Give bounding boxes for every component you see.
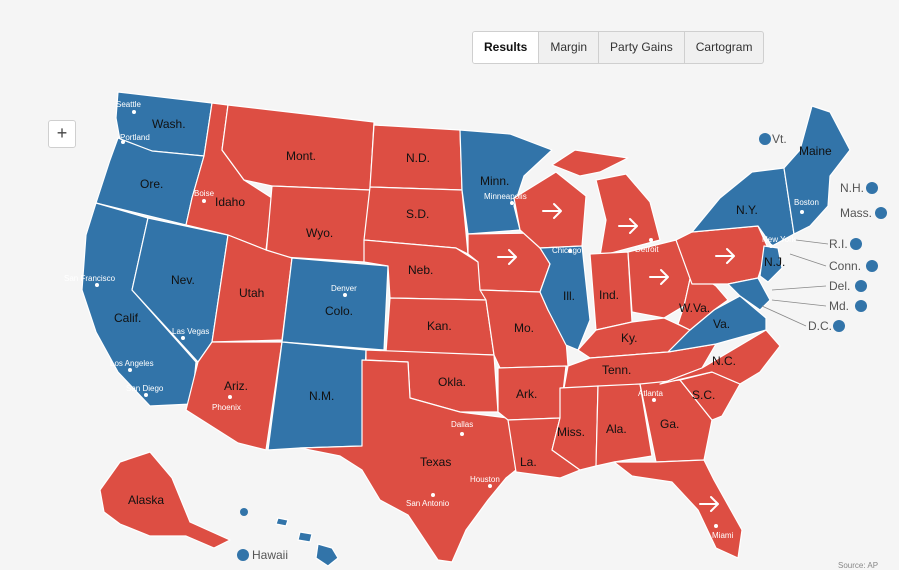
city-label-new-york: New York	[762, 235, 797, 244]
state-label-va: Va.	[713, 317, 730, 331]
state-label-nm: N.M.	[309, 389, 334, 403]
state-label-nd: N.D.	[406, 151, 430, 165]
state-label-ind: Ind.	[599, 288, 619, 302]
outside-label-del: Del.	[829, 279, 850, 293]
state-label-nc: N.C.	[712, 354, 736, 368]
state-label-minn: Minn.	[480, 174, 509, 188]
state-label-mo: Mo.	[514, 321, 534, 335]
state-texas[interactable]	[299, 359, 517, 563]
city-label-las-vegas: Las Vegas	[172, 327, 209, 336]
outside-label-conn: Conn.	[829, 259, 861, 273]
state-label-ill: Ill.	[563, 289, 575, 303]
city-label-boise: Boise	[194, 189, 215, 198]
tab-margin[interactable]: Margin	[539, 32, 600, 63]
state-label-sd: S.D.	[406, 207, 429, 221]
state-south-dakota[interactable]	[363, 186, 469, 255]
outside-label-hawaii: Hawaii	[252, 548, 288, 562]
state-florida[interactable]	[613, 459, 743, 559]
outside-label-mass: Mass.	[840, 206, 872, 220]
city-label-boston: Boston	[794, 198, 819, 207]
outside-label-nh: N.H.	[840, 181, 864, 195]
state-label-texas: Texas	[420, 455, 451, 469]
source-note: Source: AP	[838, 561, 879, 570]
state-arizona[interactable]	[185, 341, 283, 451]
state-label-la: La.	[520, 455, 537, 469]
state-label-ark: Ark.	[516, 387, 537, 401]
state-minnesota[interactable]	[459, 129, 553, 235]
state-label-kan: Kan.	[427, 319, 452, 333]
city-label-detroit: Detroit	[635, 245, 659, 254]
map-view-tabs: Results Margin Party Gains Cartogram	[472, 31, 765, 64]
outside-label-md: Md.	[829, 299, 849, 313]
tab-results[interactable]: Results	[473, 32, 540, 63]
city-label-portland: Portland	[120, 133, 150, 142]
state-label-ga: Ga.	[660, 417, 679, 431]
state-alabama[interactable]	[595, 383, 653, 467]
city-label-los-angeles: Los Angeles	[110, 359, 154, 368]
state-hawaii-big[interactable]	[315, 543, 339, 567]
city-dots	[95, 110, 804, 528]
state-label-ariz: Ariz.	[224, 379, 248, 393]
city-label-san-antonio: San Antonio	[406, 499, 450, 508]
city-label-san-diego: San Diego	[126, 384, 164, 393]
state-label-alaska: Alaska	[128, 493, 164, 507]
zoom-in-button[interactable]: +	[48, 120, 76, 148]
state-label-utah: Utah	[239, 286, 264, 300]
city-label-phoenix: Phoenix	[212, 403, 241, 412]
state-illinois[interactable]	[539, 245, 591, 351]
small-state-dots	[237, 133, 887, 561]
outside-label-ri: R.I.	[829, 237, 848, 251]
state-hawaii-kauai[interactable]	[240, 508, 248, 516]
city-label-chicago: Chicago	[552, 246, 582, 255]
state-north-carolina[interactable]	[659, 329, 781, 385]
state-label-ala: Ala.	[606, 422, 627, 436]
state-label-ore: Ore.	[140, 177, 163, 191]
state-label-colo: Colo.	[325, 304, 353, 318]
state-hawaii-maui[interactable]	[297, 531, 313, 543]
state-michigan-up[interactable]	[551, 149, 629, 177]
state-wyoming[interactable]	[265, 185, 371, 263]
state-alaska[interactable]	[99, 451, 231, 549]
tab-cartogram[interactable]: Cartogram	[695, 40, 753, 54]
leader-lines	[761, 239, 829, 327]
tab-party-gains[interactable]: Party Gains	[599, 32, 685, 63]
state-label-miss: Miss.	[557, 425, 585, 439]
state-michigan[interactable]	[595, 173, 661, 257]
state-label-wyo: Wyo.	[306, 226, 333, 240]
city-label-denver: Denver	[331, 284, 357, 293]
city-label-dallas: Dallas	[451, 420, 473, 429]
state-label-nev: Nev.	[171, 273, 195, 287]
city-label-miami: Miami	[712, 531, 734, 540]
state-label-sc: S.C.	[692, 388, 715, 402]
city-label-houston: Houston	[470, 475, 500, 484]
state-label-ky: Ky.	[621, 331, 637, 345]
state-colorado[interactable]	[281, 257, 389, 351]
state-label-calif: Calif.	[114, 311, 141, 325]
state-label-nj: N.J.	[764, 255, 785, 269]
state-label-neb: Neb.	[408, 263, 433, 277]
state-label-idaho: Idaho	[215, 195, 245, 209]
outside-label-dc: D.C.	[808, 319, 832, 333]
state-new-england[interactable]	[783, 105, 851, 235]
state-montana[interactable]	[221, 104, 375, 191]
state-label-maine: Maine	[799, 144, 832, 158]
city-label-san-francisco: San Francisco	[64, 274, 116, 283]
city-label-atlanta: Atlanta	[638, 389, 663, 398]
outside-label-vt: Vt.	[772, 132, 787, 146]
state-label-ny: N.Y.	[736, 203, 758, 217]
state-hawaii-oahu[interactable]	[275, 517, 289, 527]
state-label-tenn: Tenn.	[602, 363, 631, 377]
arrow-icon	[497, 203, 735, 512]
state-new-jersey[interactable]	[759, 245, 783, 283]
state-label-mont: Mont.	[286, 149, 316, 163]
state-label-okla: Okla.	[438, 375, 466, 389]
state-label-wash: Wash.	[152, 117, 186, 131]
state-maryland-delaware[interactable]	[727, 277, 771, 311]
state-label-wva: W.Va.	[679, 301, 710, 315]
city-label-seattle: Seattle	[116, 100, 141, 109]
city-label-minneapolis: Minneapolis	[484, 192, 527, 201]
